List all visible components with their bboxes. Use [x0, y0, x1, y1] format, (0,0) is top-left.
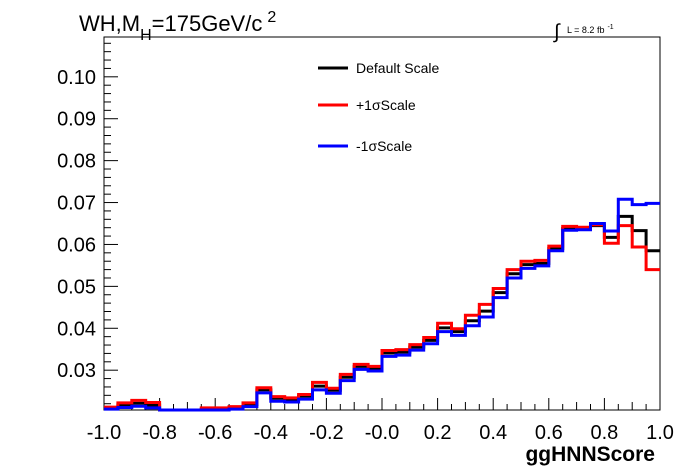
- x-tick-label: -1.0: [87, 422, 121, 444]
- x-tick-label: 0.8: [590, 422, 618, 444]
- title-sub: H: [140, 27, 152, 44]
- series-line: [104, 223, 660, 412]
- legend-entry: Default Scale: [356, 60, 439, 76]
- y-tick-label: 0.03: [57, 360, 96, 382]
- axis-tick-labels: -1.0 -0.8 -0.6 -0.4 -0.2 -0.0 0.2 0.4 0.6 0.8 1.0 0…: [57, 67, 674, 444]
- series-line: [104, 214, 660, 412]
- luminosity-label: ∫ L = 8.2 fb -1: [553, 21, 614, 43]
- histogram-series: [104, 197, 660, 412]
- x-tick-label: -0.4: [254, 422, 288, 444]
- x-tick-label: 1.0: [646, 422, 674, 444]
- legend-entry: -1σScale: [356, 138, 412, 154]
- title-main: WH,M: [79, 11, 140, 36]
- legend-entry: +1σScale: [356, 97, 416, 113]
- title-rest: =175GeV/c: [152, 11, 263, 36]
- y-tick-label: 0.05: [57, 276, 96, 298]
- y-tick-label: 0.06: [57, 234, 96, 256]
- title-sup: 2: [267, 9, 276, 26]
- y-tick-label: 0.07: [57, 193, 96, 215]
- x-tick-label: 0.2: [424, 422, 452, 444]
- x-tick-label: -0.8: [142, 422, 176, 444]
- x-tick-label: -0.6: [198, 422, 232, 444]
- svg-text:L = 8.2 fb-1: L = 8.2 fb -1: [567, 24, 614, 35]
- x-tick-label: 0.6: [535, 422, 563, 444]
- lumi-sup: -1: [607, 24, 613, 31]
- chart-title: WH,MH=175GeV/c 2: [79, 9, 276, 44]
- x-tick-label: 0.4: [479, 422, 507, 444]
- svg-text:WH,MH=175GeV/c2: WH,MH=175GeV/c 2: [79, 9, 276, 44]
- series-line: [104, 197, 660, 412]
- lumi-text: L = 8.2 fb: [567, 25, 604, 35]
- integral-sign: ∫: [553, 21, 561, 43]
- y-tick-label: 0.10: [57, 67, 96, 89]
- axis-ticks: [103, 42, 661, 410]
- y-tick-label: 0.08: [57, 151, 96, 173]
- x-tick-label: -0.0: [365, 422, 399, 444]
- y-tick-label: 0.04: [57, 318, 96, 340]
- y-tick-label: 0.09: [57, 109, 96, 131]
- x-axis-label: ggHNNScore: [525, 443, 655, 466]
- x-tick-label: -0.2: [309, 422, 343, 444]
- legend: Default Scale +1σScale -1σScale: [318, 60, 439, 154]
